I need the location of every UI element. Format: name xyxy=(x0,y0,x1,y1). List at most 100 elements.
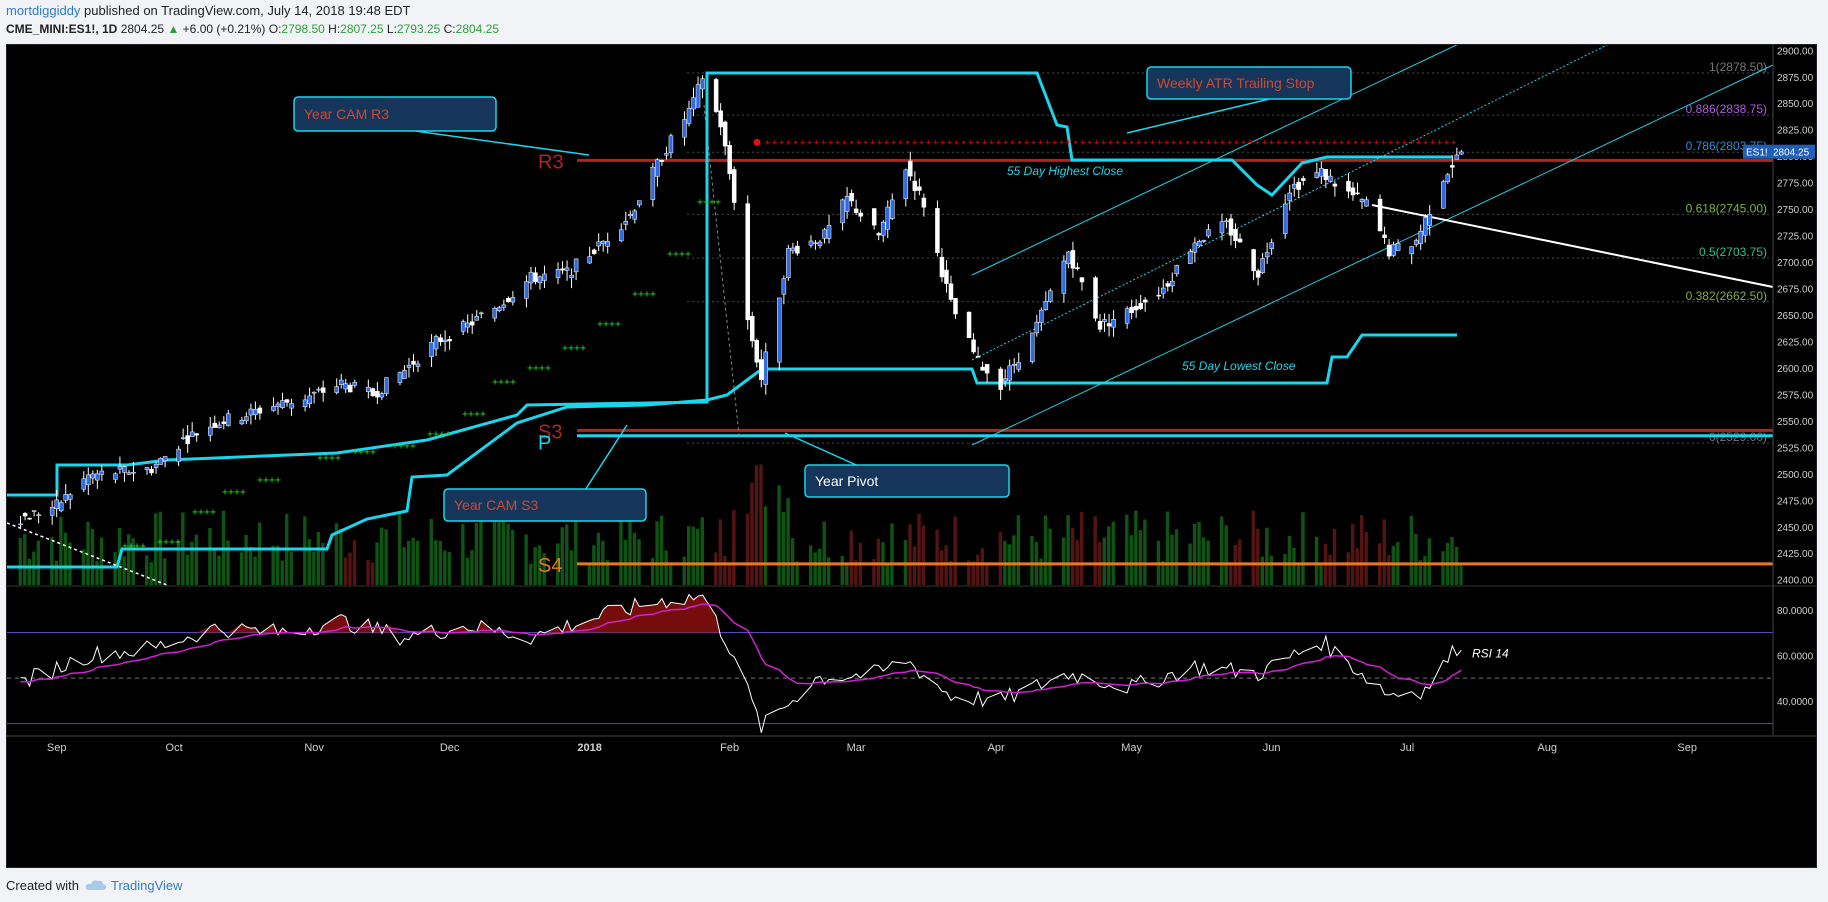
red-plus: + xyxy=(870,137,875,147)
green-stop-markers: ++++ ++++ ++++ ++++ ++++ ++++ ++++ ++++ ++++ ++++… xyxy=(122,197,721,552)
red-plus: + xyxy=(961,137,966,147)
red-plus: + xyxy=(765,137,770,147)
volume-bar xyxy=(1066,515,1070,585)
time-tick: May xyxy=(1121,742,1142,754)
volume-bar xyxy=(212,549,217,585)
created-with-text: Created with xyxy=(6,877,79,893)
red-plus: + xyxy=(1409,137,1414,147)
price-tick: 2700.00 xyxy=(1777,258,1814,269)
red-plus: + xyxy=(1353,137,1358,147)
candle-body xyxy=(591,249,597,254)
red-plus: + xyxy=(786,137,791,147)
volume-bar xyxy=(1043,515,1048,585)
volume-bar xyxy=(434,540,438,585)
volume-bar xyxy=(406,540,411,585)
red-plus: + xyxy=(807,137,812,147)
price-tick: 2500.00 xyxy=(1777,470,1814,481)
volume-bar xyxy=(714,552,718,585)
red-plus: + xyxy=(1451,137,1456,147)
candle-body xyxy=(1138,302,1143,309)
close-value: 2804.25 xyxy=(455,22,500,36)
callout-year-cam-r3-pointer xyxy=(415,130,590,156)
candle-body xyxy=(1255,270,1261,278)
volume-bar xyxy=(497,514,501,585)
volume-bar xyxy=(1454,546,1459,585)
candle-body xyxy=(253,409,258,416)
candle-body xyxy=(1395,243,1401,251)
rsi-ma-line xyxy=(20,603,1462,694)
channel-mid xyxy=(971,45,1609,361)
red-plus: + xyxy=(898,137,903,147)
candle-body xyxy=(1093,277,1098,319)
author-link[interactable]: mortdiggiddy xyxy=(6,3,81,18)
volume-bar xyxy=(1391,546,1396,585)
volume-bar xyxy=(587,564,592,585)
candle-body xyxy=(664,153,669,156)
green-plus: ++++ xyxy=(667,249,691,260)
candle-body xyxy=(953,297,958,315)
tradingview-link[interactable]: TradingView xyxy=(85,878,183,893)
red-plus: + xyxy=(1080,137,1085,147)
red-plus: + xyxy=(1206,137,1211,147)
volume-bar xyxy=(1292,547,1296,585)
volume-bar xyxy=(1070,527,1075,585)
candle-body xyxy=(605,241,610,247)
red-plus: + xyxy=(863,137,868,147)
rsi-overbought-fill xyxy=(7,594,1462,633)
price-tick: 2450.00 xyxy=(1777,523,1814,534)
red-plus: + xyxy=(1164,137,1169,147)
volume-bar xyxy=(208,528,212,585)
candle-body xyxy=(189,431,195,437)
volume-bar xyxy=(939,550,944,585)
candle-body xyxy=(176,448,181,462)
candle-body xyxy=(1287,192,1292,201)
volume-bar xyxy=(275,545,280,585)
volume-bar xyxy=(872,559,876,585)
chart-svg[interactable]: 1(2878.50)0.886(2838.75)0.786(2803.75)0.… xyxy=(7,45,1816,867)
candle-body xyxy=(1269,242,1274,249)
red-plus: + xyxy=(1283,137,1288,147)
candle-body xyxy=(1382,234,1387,238)
candle-body xyxy=(1011,364,1017,366)
candle-body xyxy=(469,321,475,326)
volume-bar xyxy=(501,517,506,585)
candle-body xyxy=(1030,332,1035,362)
candle-body xyxy=(144,467,150,471)
candle-body xyxy=(244,416,249,422)
volume-bar xyxy=(890,523,894,585)
callout-year-cam-s3-box xyxy=(443,488,647,522)
candle-body xyxy=(528,271,534,284)
candle-body xyxy=(275,403,281,407)
volume-bar xyxy=(1129,535,1134,585)
candle-body xyxy=(158,458,163,465)
candle-body xyxy=(397,372,403,383)
volume-bar xyxy=(370,562,375,585)
r3-label: R3 xyxy=(538,151,564,173)
candle-body xyxy=(1291,183,1297,189)
chart-frame[interactable]: 1(2878.50) 0.886(2838.75) 0.786(2803.75) 0.… xyxy=(6,44,1817,868)
label-55-highest: 55 Day Highest Close xyxy=(1007,164,1123,178)
candle-body xyxy=(781,278,787,295)
red-plus: + xyxy=(821,137,826,147)
candle-body xyxy=(289,403,294,409)
red-plus: + xyxy=(814,137,819,147)
candle-body xyxy=(1260,258,1265,273)
candle-body xyxy=(307,395,312,404)
candle-body xyxy=(433,336,439,350)
price-tick: 2675.00 xyxy=(1777,285,1814,296)
red-plus: + xyxy=(779,137,784,147)
volume-bar xyxy=(908,524,912,585)
candle-body xyxy=(655,159,660,177)
low-label: L: xyxy=(386,22,397,36)
green-plus: ++++ xyxy=(562,343,586,354)
volume-bar xyxy=(217,555,221,585)
callout-year-pivot: Year Pivot xyxy=(784,432,1010,498)
candle-body xyxy=(573,258,579,273)
volume-bar xyxy=(126,534,131,585)
red-plus: + xyxy=(1423,137,1428,147)
volume-bar xyxy=(1418,560,1423,585)
red-plus: + xyxy=(1003,137,1008,147)
candle-body xyxy=(1301,178,1306,181)
volume-bar xyxy=(348,552,352,585)
candle-body xyxy=(1386,244,1392,257)
